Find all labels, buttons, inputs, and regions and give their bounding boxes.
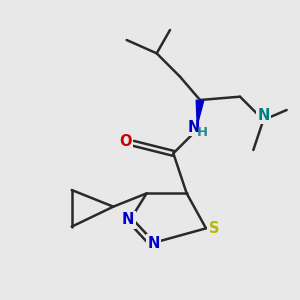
Polygon shape — [196, 100, 205, 130]
Text: N: N — [257, 107, 269, 122]
Text: O: O — [119, 134, 132, 149]
Text: H: H — [197, 127, 208, 140]
Text: N: N — [122, 212, 134, 227]
Text: N: N — [188, 119, 200, 134]
Text: N: N — [148, 236, 160, 251]
Text: S: S — [209, 221, 219, 236]
